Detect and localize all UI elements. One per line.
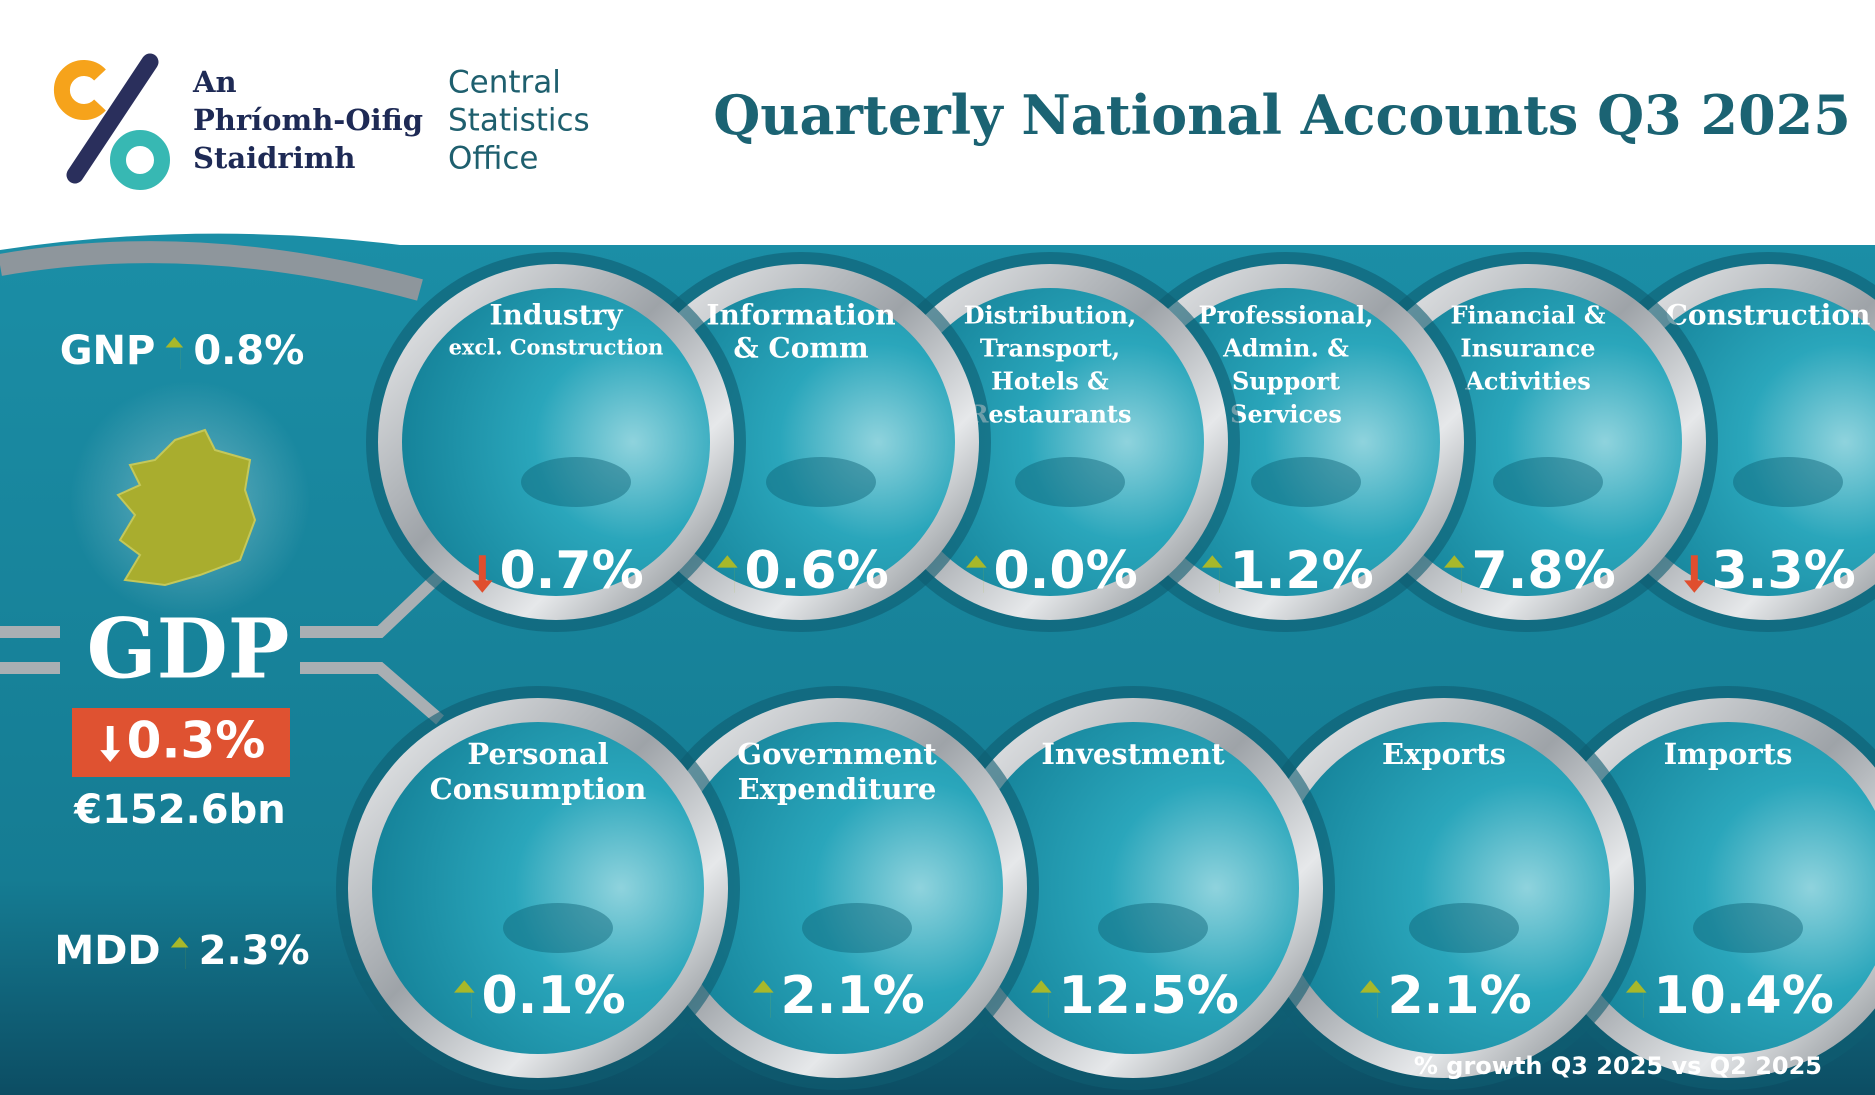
indicator-label: Activities <box>1464 367 1590 396</box>
icon-shadow <box>521 457 631 507</box>
logo-text: An <box>192 65 237 99</box>
growth-value: 2.1% <box>1387 966 1531 1026</box>
growth-value: 0.0% <box>993 541 1137 601</box>
circle-inner <box>1562 722 1875 1054</box>
arrow-up <box>1030 980 1052 1018</box>
icon-shadow <box>766 457 876 507</box>
indicator-label: Construction <box>1666 299 1871 332</box>
circle-inner <box>967 722 1299 1054</box>
indicator-label: Industry <box>489 299 623 332</box>
indicator-label: Support <box>1232 367 1340 396</box>
arrow-down <box>1684 555 1705 593</box>
indicator-label: Investment <box>1041 737 1225 771</box>
icon-shadow <box>802 903 912 953</box>
indicator-label: Professional, <box>1199 301 1374 330</box>
logo-text: Central <box>448 65 561 101</box>
growth-value: 2.1% <box>780 966 924 1026</box>
circle-inner <box>1278 722 1610 1054</box>
indicator-label: Distribution, <box>964 301 1137 330</box>
indicator-label: Restaurants <box>968 400 1131 429</box>
icon-shadow <box>1098 903 1208 953</box>
circle-inner <box>671 722 1003 1054</box>
connectors <box>0 570 445 725</box>
arrow-up <box>1444 555 1465 593</box>
circle-inner <box>372 722 704 1054</box>
decor-arc <box>0 241 423 301</box>
summary-value: 2.3% <box>199 928 310 974</box>
indicator-label: Expenditure <box>738 772 937 806</box>
indicator-label: Services <box>1230 400 1342 429</box>
indicator-label: & Comm <box>733 332 868 365</box>
arrow-up <box>170 937 189 969</box>
gdp-label: GDP <box>87 601 290 697</box>
growth-value: 3.3% <box>1711 541 1855 601</box>
arrow-up <box>165 337 184 369</box>
arrow-down <box>472 555 493 593</box>
indicator-label: Transport, <box>980 334 1120 363</box>
indicator-label: Admin. & <box>1222 334 1349 363</box>
indicator-circle: Investment 12.5% <box>931 686 1335 1090</box>
arrow-up <box>717 555 738 593</box>
growth-value: 0.3% <box>127 712 266 770</box>
icon-shadow <box>1733 457 1843 507</box>
indicator-label: Financial & <box>1450 301 1605 330</box>
indicator-label: Consumption <box>430 772 647 806</box>
arrow-up <box>1625 980 1647 1018</box>
logo-text: Statistics <box>448 103 590 139</box>
gdp-level: €152.6bn <box>73 787 285 833</box>
arrow-up <box>1202 555 1223 593</box>
indicator-label: Imports <box>1664 737 1793 771</box>
indicator-label: Personal <box>467 737 608 771</box>
icon-shadow <box>1251 457 1361 507</box>
icon-shadow <box>1493 457 1603 507</box>
growth-value: 1.2% <box>1229 541 1373 601</box>
indicator-label: Hotels & <box>991 367 1109 396</box>
indicator-label: excl. Construction <box>449 335 664 360</box>
icon-shadow <box>503 903 613 953</box>
icon-shadow <box>1693 903 1803 953</box>
arrow-up <box>966 555 987 593</box>
indicator-label: Insurance <box>1460 334 1595 363</box>
footnote: % growth Q3 2025 vs Q2 2025 <box>1414 1052 1822 1080</box>
arrow-up <box>454 980 475 1018</box>
arrow-up <box>753 980 774 1018</box>
icon-shadow <box>1015 457 1125 507</box>
indicator-label: Exports <box>1382 737 1506 771</box>
indicator-circle: Industry excl. Construction 0.7% <box>366 252 746 632</box>
indicator-label: Government <box>737 737 937 771</box>
logo-text: Staidrimh <box>193 141 356 175</box>
indicator-label: Information <box>706 299 895 332</box>
ireland-map <box>70 380 310 620</box>
indicator-circle: Exports 2.1% <box>1242 686 1646 1090</box>
icon-shadow <box>1409 903 1519 953</box>
growth-value: 0.1% <box>481 966 625 1026</box>
arrow-up <box>1360 980 1381 1018</box>
logo-text: Office <box>448 141 539 177</box>
logo-mark <box>53 53 170 190</box>
logo-text: Phríomh-Oifig <box>193 103 423 137</box>
summary-value: 0.8% <box>193 328 304 374</box>
title: Quarterly National Accounts Q3 2025 <box>713 83 1851 147</box>
growth-value: 0.7% <box>499 541 643 601</box>
circle-inner <box>402 288 710 596</box>
growth-value: 12.5% <box>1058 966 1238 1026</box>
growth-value: 10.4% <box>1653 966 1833 1026</box>
summary-label: GNP <box>60 328 156 374</box>
growth-value: 0.6% <box>744 541 888 601</box>
growth-value: 7.8% <box>1471 541 1615 601</box>
summary-label: MDD <box>54 928 160 974</box>
arrow-down <box>100 726 121 762</box>
